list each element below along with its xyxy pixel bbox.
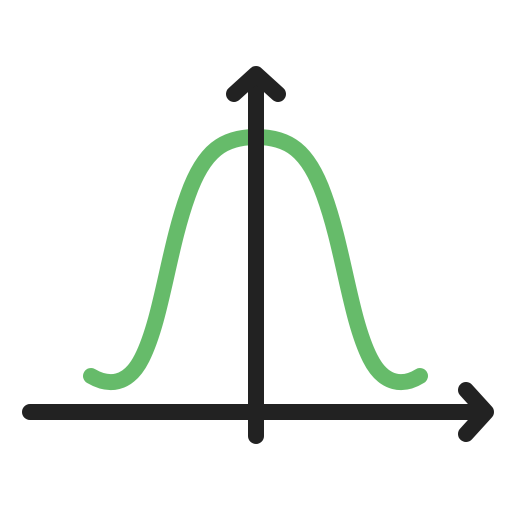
y-axis-arrowhead xyxy=(226,66,286,102)
x-axis-arrowhead xyxy=(458,382,494,442)
